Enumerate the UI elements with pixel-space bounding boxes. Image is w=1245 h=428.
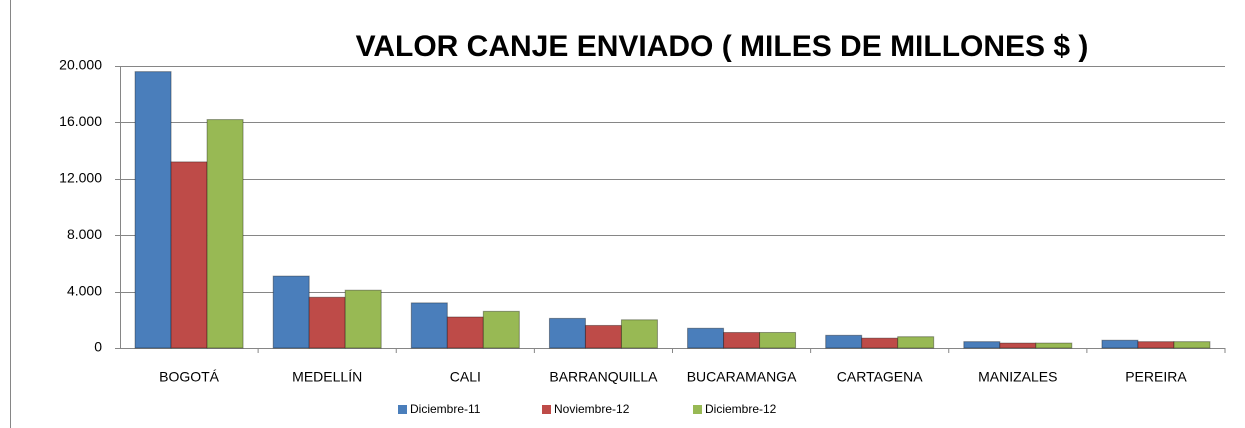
x-tick-label: BUCARAMANGA [687, 369, 797, 385]
y-tick-label: 16.000 [59, 113, 102, 129]
x-tick-label: CARTAGENA [837, 369, 923, 385]
bar [344, 289, 382, 349]
bar [272, 275, 310, 349]
legend-label: Noviembre-12 [554, 402, 630, 416]
bar [759, 331, 797, 349]
x-tick-label: MANIZALES [978, 369, 1057, 385]
bar [723, 331, 761, 349]
bar [482, 310, 520, 349]
legend-swatch [542, 405, 551, 414]
bar [1173, 341, 1211, 349]
bar [206, 119, 244, 349]
bar [825, 334, 863, 349]
y-tick-label: 12.000 [59, 170, 102, 186]
bar [687, 327, 725, 349]
bar [446, 316, 484, 349]
bar [897, 336, 935, 349]
bar [170, 161, 208, 349]
bar [861, 337, 899, 349]
bar [1137, 341, 1175, 349]
x-tick-label: MEDELLÍN [292, 369, 362, 385]
bar [963, 341, 1001, 349]
bar [999, 342, 1037, 349]
chart-title: VALOR CANJE ENVIADO ( MILES DE MILLONES … [356, 30, 1089, 63]
x-tick-label: BOGOTÁ [159, 369, 220, 385]
y-tick-label: 20.000 [59, 57, 102, 73]
bar [1101, 339, 1139, 349]
x-tick-label: PEREIRA [1125, 369, 1187, 385]
legend-swatch [693, 405, 702, 414]
legend-label: Diciembre-12 [705, 402, 777, 416]
y-tick-label: 8.000 [67, 226, 102, 242]
bar [134, 71, 172, 349]
x-tick-label: BARRANQUILLA [549, 369, 658, 385]
legend-label: Diciembre-11 [410, 402, 481, 416]
legend-swatch [398, 405, 407, 414]
bar [410, 302, 448, 349]
bar [620, 319, 658, 349]
y-tick-label: 0 [94, 339, 102, 355]
bar [584, 324, 622, 349]
bar [308, 296, 346, 349]
x-tick-label: CALI [450, 369, 481, 385]
bar [548, 317, 586, 349]
bar [1035, 342, 1073, 349]
y-tick-label: 4.000 [67, 282, 102, 298]
